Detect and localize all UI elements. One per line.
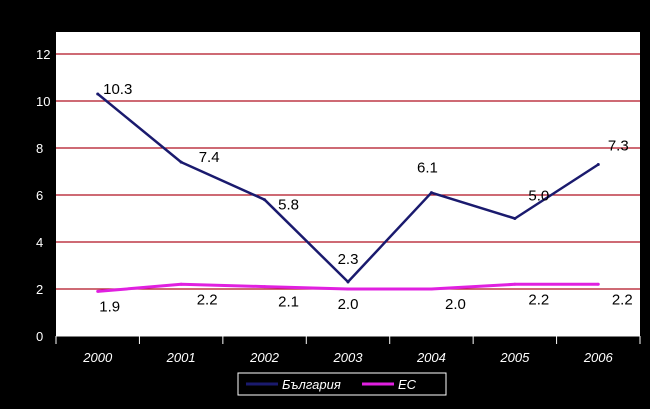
data-label-bulgaria: 5.8 <box>278 197 299 214</box>
data-point <box>513 282 517 286</box>
data-label-eu: 2.0 <box>445 296 466 313</box>
data-point <box>263 285 267 289</box>
data-label-bulgaria: 5.0 <box>528 188 549 205</box>
x-tick-label: 2002 <box>249 350 280 365</box>
y-axis-ticks: 0 2 4 6 8 10 12 <box>36 47 50 344</box>
x-tick-label: 2005 <box>499 350 530 365</box>
x-axis: 2000 2001 2002 2003 2004 2005 2006 <box>55 335 641 365</box>
x-tick-label: 2001 <box>166 350 196 365</box>
legend-box <box>237 372 447 396</box>
y-tick-label: 0 <box>36 329 43 344</box>
data-label-bulgaria: 10.3 <box>103 81 132 98</box>
data-point <box>96 289 100 293</box>
gridlines <box>56 53 640 290</box>
data-label-bulgaria: 6.1 <box>417 160 438 177</box>
data-point <box>596 282 600 286</box>
data-point <box>346 280 350 284</box>
data-label-eu: 2.0 <box>338 296 359 313</box>
series-group <box>96 92 600 293</box>
data-point <box>179 282 183 286</box>
data-label-eu: 2.1 <box>278 294 299 311</box>
data-label-eu: 2.2 <box>612 291 633 308</box>
data-point <box>429 191 433 195</box>
data-labels: 10.3 7.4 5.8 2.3 6.1 5.0 7.3 1.9 2.2 2.1 2.0 2.0 2.2… <box>99 81 632 315</box>
data-point <box>179 160 183 164</box>
y-tick-label: 12 <box>36 47 50 62</box>
data-point <box>346 287 350 291</box>
data-label-bulgaria: 7.3 <box>608 137 629 154</box>
data-label-eu: 1.9 <box>99 298 120 315</box>
data-label-bulgaria: 2.3 <box>338 251 359 268</box>
y-tick-label: 4 <box>36 235 43 250</box>
x-tick-label: 2000 <box>82 350 113 365</box>
x-tick-label: 2004 <box>416 350 446 365</box>
data-point <box>263 198 267 202</box>
legend-label: България <box>282 377 341 392</box>
x-tick-label: 2003 <box>333 350 364 365</box>
data-point <box>513 217 517 220</box>
data-label-bulgaria: 7.4 <box>199 149 220 166</box>
data-label-eu: 2.2 <box>197 291 218 308</box>
x-tick-label: 2006 <box>583 350 614 365</box>
y-tick-label: 2 <box>36 282 43 297</box>
data-point <box>96 92 100 96</box>
y-tick-label: 8 <box>36 141 43 156</box>
y-tick-label: 6 <box>36 188 43 203</box>
y-tick-label: 10 <box>36 94 50 109</box>
data-label-eu: 2.2 <box>528 291 549 308</box>
data-point <box>429 287 433 291</box>
legend: България ЕС <box>237 372 447 396</box>
data-point <box>596 162 600 166</box>
legend-label: ЕС <box>398 377 417 392</box>
